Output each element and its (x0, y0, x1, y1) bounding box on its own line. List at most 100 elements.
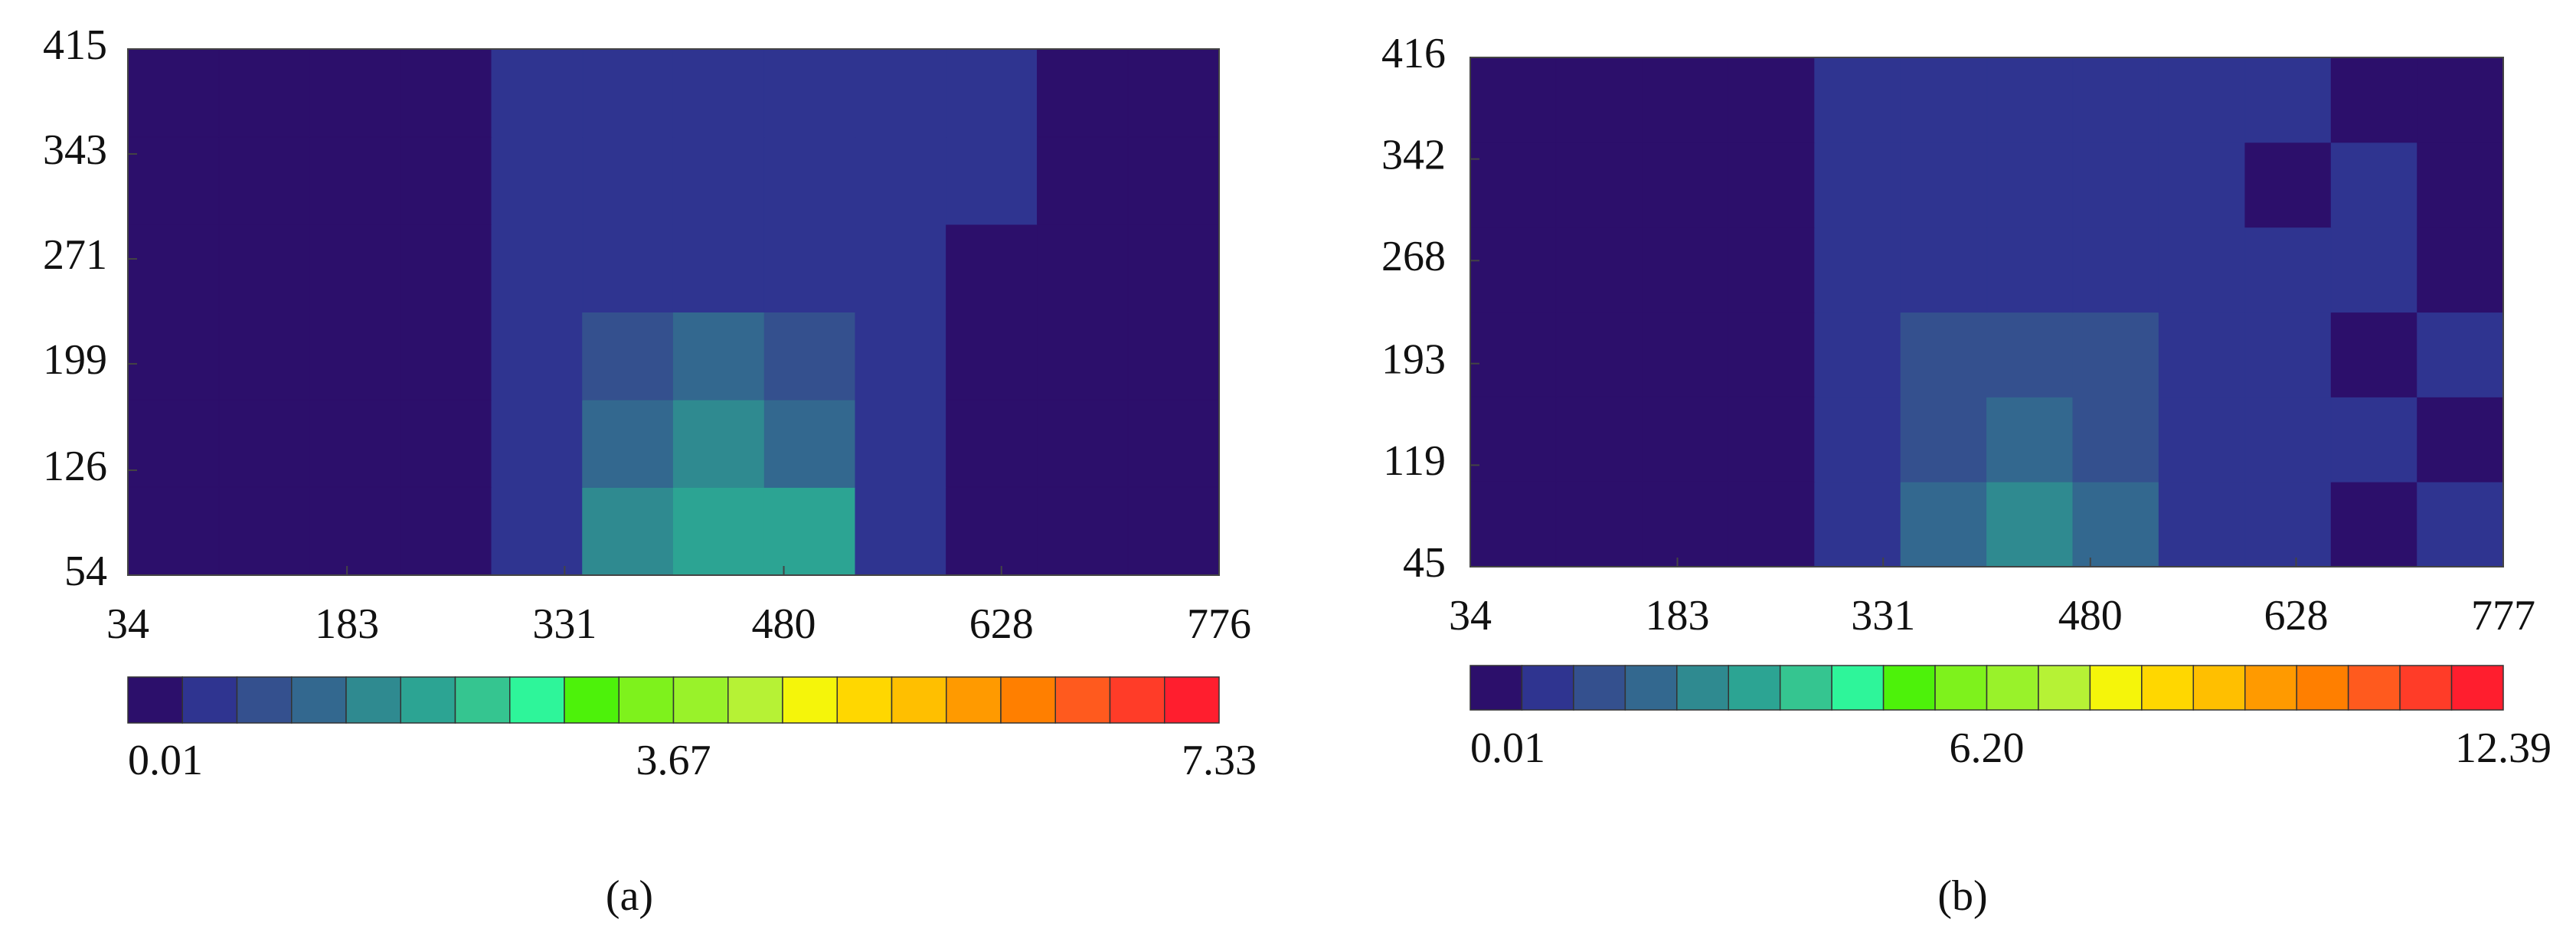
y-tick-label: 415 (43, 21, 107, 69)
panel-caption: (b) (1937, 872, 1987, 920)
colorbar-tick-label: 7.33 (1182, 737, 1257, 784)
field-cell (2330, 311, 2418, 397)
colorbar-swatch (2244, 665, 2297, 711)
field-cell (2244, 311, 2332, 397)
x-tick-label: 480 (752, 600, 816, 648)
field-cell (127, 136, 220, 225)
field-cell (400, 486, 492, 576)
field-cell (127, 399, 220, 488)
field-cell (855, 48, 947, 138)
colorbar-tick-label: 0.01 (1470, 724, 1545, 772)
field-cell (1469, 57, 1557, 143)
field-cell (1814, 396, 1901, 482)
field-cell (763, 312, 856, 401)
field-cell (309, 399, 401, 488)
field-cell (1986, 396, 2074, 482)
field-cell (2417, 311, 2504, 397)
y-tick-label: 193 (1381, 336, 1446, 384)
field-cell (218, 312, 311, 401)
field-cell (946, 136, 1038, 225)
field-cell (1986, 311, 2074, 397)
colorbar-swatch (618, 676, 675, 724)
colorbar-swatch (291, 676, 347, 724)
field-cell (1986, 142, 2074, 228)
field-cell (1814, 227, 1901, 313)
field-cell (218, 48, 311, 138)
field-cell (582, 136, 675, 225)
field-cell (127, 486, 220, 576)
field-cell (1900, 481, 1988, 567)
field-cell (855, 486, 947, 576)
field-cell (672, 312, 765, 401)
field-cell (491, 224, 584, 312)
field-cell (400, 48, 492, 138)
field-cell (1127, 224, 1220, 312)
field-cell (127, 48, 220, 138)
y-tick-label: 343 (43, 126, 107, 174)
colorbar-swatch (1164, 676, 1220, 724)
field-cell (2158, 57, 2246, 143)
colorbar-swatch (509, 676, 565, 724)
field-cell (1728, 396, 1816, 482)
field-cell (2244, 396, 2332, 482)
colorbar-swatch (2450, 665, 2504, 711)
y-tick-label: 268 (1381, 233, 1446, 280)
colorbar-swatch (1986, 665, 2039, 711)
field-cell (582, 48, 675, 138)
colorbar-swatch (564, 676, 619, 724)
x-tick-label: 628 (2264, 592, 2328, 639)
y-tick-label: 126 (43, 443, 107, 490)
field-cell (2158, 396, 2246, 482)
y-tick-label: 271 (43, 231, 107, 279)
field-cell (1900, 311, 1988, 397)
field-cell (2158, 311, 2246, 397)
field-cell (1555, 396, 1643, 482)
field-cell (1127, 486, 1220, 576)
field-cell (491, 399, 584, 488)
field-cell (1127, 48, 1220, 138)
field-cell (672, 224, 765, 312)
colorbar-swatch (1000, 676, 1056, 724)
x-tick-label: 777 (2471, 592, 2535, 639)
field-cell (400, 136, 492, 225)
colorbar-swatch (1779, 665, 1832, 711)
y-tick-label: 342 (1381, 131, 1446, 178)
field-cell (2417, 481, 2504, 567)
field-cell (946, 224, 1038, 312)
field-cell (855, 312, 947, 401)
field-cell (1555, 57, 1643, 143)
colorbar-swatch (2296, 665, 2349, 711)
field-cell (2072, 142, 2159, 228)
field-cell (309, 136, 401, 225)
colorbar-swatch (1728, 665, 1781, 711)
field-cell (1814, 142, 1901, 228)
field-cell (1642, 227, 1729, 313)
x-tick-label: 331 (532, 600, 597, 648)
field-cell (2417, 57, 2504, 143)
field-cell (763, 399, 856, 488)
colorbar-swatch (1573, 665, 1626, 711)
field-cell (2158, 481, 2246, 567)
plot-frame (1469, 57, 2504, 567)
field-cell (1469, 227, 1557, 313)
x-tick-label: 34 (1449, 592, 1492, 639)
field-cell (309, 224, 401, 312)
field-cell (1469, 311, 1557, 397)
field-cell (1900, 227, 1988, 313)
field-cell (2244, 481, 2332, 567)
field-cell (672, 486, 765, 576)
field-cell (1037, 486, 1129, 576)
field-cell (218, 224, 311, 312)
colorbar-swatch (782, 676, 838, 724)
field-cell (672, 136, 765, 225)
field-cell (1555, 481, 1643, 567)
colorbar-swatch (946, 676, 1002, 724)
field-cell (127, 224, 220, 312)
field-cell (2417, 396, 2504, 482)
y-tick-label: 119 (1383, 437, 1446, 485)
field-cell (1469, 396, 1557, 482)
field-cell (2330, 57, 2418, 143)
field-cell (1814, 481, 1901, 567)
colorbar-swatch (1882, 665, 1936, 711)
